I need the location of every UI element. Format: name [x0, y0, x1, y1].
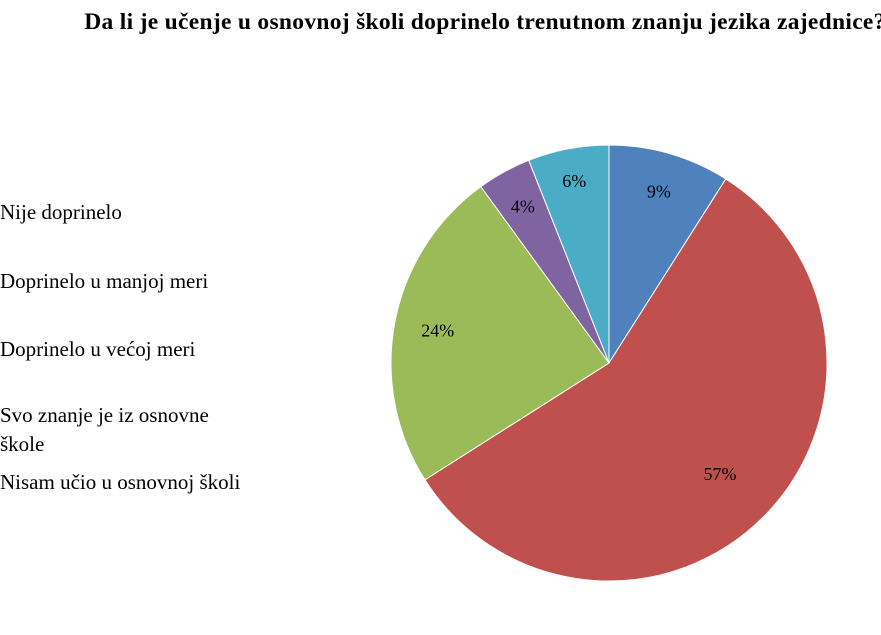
- data-label-2: 24%: [421, 320, 454, 340]
- pie-slice-2: [390, 185, 610, 481]
- legend-item-nisam-ucio: Nisam učio u osnovnoj školi: [0, 470, 241, 494]
- data-label-1: 57%: [704, 464, 737, 484]
- chart-title: Da li je učenje u osnovnoj školi doprine…: [84, 9, 881, 35]
- legend-item-nije-doprinelo: Nije doprinelo: [0, 200, 122, 224]
- pie-slice-0: [608, 144, 727, 365]
- pie-slice-1: [424, 178, 828, 582]
- data-label-0: 9%: [647, 181, 671, 201]
- data-label-3: 4%: [511, 196, 535, 216]
- legend-item-svo-znanje: Svo znanje je iz osnovne škole: [0, 403, 209, 456]
- data-label-4: 6%: [562, 171, 586, 191]
- pie-slice-4: [528, 144, 610, 364]
- legend: Nije doprinelo Doprinelo u manjoj meri D…: [0, 0, 330, 635]
- legend-item-manjoj-meri: Doprinelo u manjoj meri: [0, 269, 209, 293]
- legend-item-vecoj-meri: Doprinelo u većoj meri: [0, 337, 196, 361]
